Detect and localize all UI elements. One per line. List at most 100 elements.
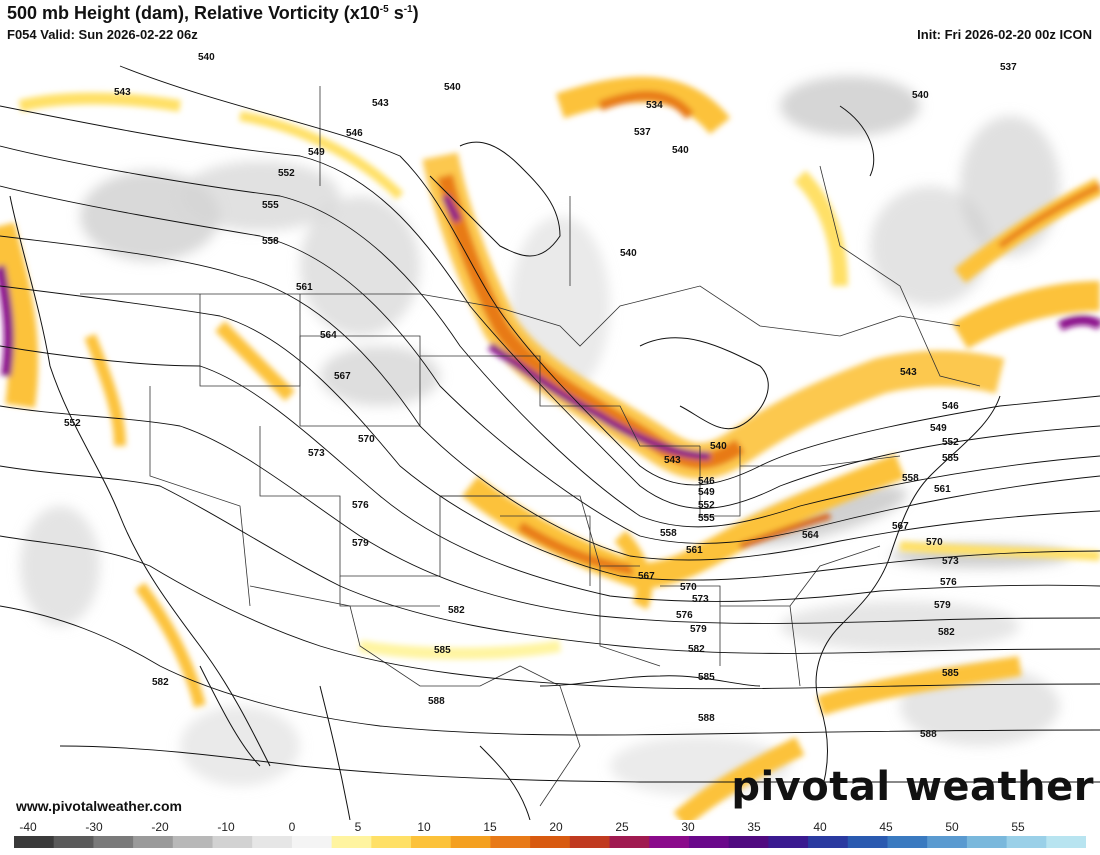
contour-label: 543	[900, 367, 917, 378]
contour-label: 558	[262, 236, 279, 247]
colorbar-tick-label: -10	[217, 820, 235, 834]
contour-label: 585	[942, 668, 959, 679]
colorbar-swatch	[14, 836, 55, 848]
colorbar-swatch	[133, 836, 174, 848]
contour-label: 540	[620, 248, 637, 259]
colorbar-tick-label: -30	[85, 820, 103, 834]
colorbar-swatch	[331, 836, 372, 848]
colorbar-swatch	[649, 836, 690, 848]
colorbar-swatch	[569, 836, 611, 848]
init-time: Init: Fri 2026-02-20 00z ICON	[917, 27, 1092, 42]
contour-label: 549	[308, 147, 325, 158]
coastlines	[9, 105, 1001, 820]
contour-label: 552	[278, 168, 295, 179]
colorbar-swatch	[411, 836, 452, 848]
contour-label: 579	[352, 538, 369, 549]
contour-label: 552	[698, 500, 715, 511]
colorbar-swatch	[728, 836, 769, 848]
colorbar-swatch	[291, 836, 333, 848]
map-canvas: 540 543 543 540 546 549 552 555 558 561 …	[0, 52, 1100, 820]
colorbar-swatch	[887, 836, 928, 848]
contour-label: 540	[444, 82, 461, 93]
contour-label: 585	[434, 645, 451, 656]
contour-label: 534	[646, 100, 663, 111]
positive-vorticity-shading	[0, 76, 1100, 820]
colorbar-tick-label: 10	[417, 820, 431, 834]
contour-label: 558	[660, 528, 677, 539]
contour-label: 588	[698, 713, 715, 724]
map-title: 500 mb Height (dam), Relative Vorticity …	[7, 3, 419, 23]
colorbar-swatch	[212, 836, 253, 848]
contour-label: 552	[942, 437, 959, 448]
contour-label: 582	[688, 644, 705, 655]
contour-label: 537	[634, 127, 651, 138]
weather-map[interactable]: 540 543 543 540 546 549 552 555 558 561 …	[0, 46, 1100, 820]
contour-label: 567	[334, 371, 351, 382]
contour-label: 561	[296, 282, 313, 293]
contour-label: 573	[308, 448, 325, 459]
contour-label: 540	[198, 52, 215, 63]
colorbar-swatch	[53, 836, 94, 848]
contour-label: 579	[934, 600, 951, 611]
contour-labels: 540 543 543 540 546 549 552 555 558 561 …	[64, 52, 1017, 740]
colorbar-swatch	[927, 836, 968, 848]
map-header: 500 mb Height (dam), Relative Vorticity …	[0, 0, 1100, 46]
contour-label: 549	[930, 423, 947, 434]
contour-label: 570	[926, 537, 943, 548]
contour-label: 555	[698, 513, 715, 524]
contour-label: 576	[352, 500, 369, 511]
contour-label: 564	[320, 330, 337, 341]
colorbar-swatch	[808, 836, 849, 848]
vorticity-colorbar: -40 -30 -20 -10 0 5 10 15 20 25 30 35 40 45 50 55	[14, 820, 1087, 850]
colorbar-tick-label: 5	[355, 820, 362, 834]
contour-label: 570	[680, 582, 697, 593]
contour-label: 540	[672, 145, 689, 156]
contour-label: 546	[942, 401, 959, 412]
valid-time: F054 Valid: Sun 2026-02-22 06z	[7, 27, 198, 42]
colorbar-tick-label: 55	[1011, 820, 1025, 834]
contour-label: 579	[690, 624, 707, 635]
colorbar-tick-labels: -40 -30 -20 -10 0 5 10 15 20 25 30 35 40 45 50 55	[19, 820, 1025, 834]
colorbar-swatch	[371, 836, 412, 848]
contour-label: 573	[942, 556, 959, 567]
contour-label: 546	[346, 128, 363, 139]
contour-label: 570	[358, 434, 375, 445]
colorbar-tick-label: 30	[681, 820, 695, 834]
colorbar-swatch	[847, 836, 888, 848]
colorbar-tick-label: -40	[19, 820, 37, 834]
colorbar-tick-label: 25	[615, 820, 629, 834]
colorbar-tick-label: 40	[813, 820, 827, 834]
colorbar-tick-label: 45	[879, 820, 893, 834]
contour-label: 555	[942, 453, 959, 464]
colorbar-swatch	[609, 836, 650, 848]
colorbar-swatch	[450, 836, 491, 848]
contour-label: 582	[938, 627, 955, 638]
colorbar-swatch	[688, 836, 730, 848]
contour-label: 576	[940, 577, 957, 588]
contour-label: 540	[710, 441, 727, 452]
colorbar-swatch	[93, 836, 134, 848]
contour-label: 558	[902, 473, 919, 484]
contour-label: 564	[802, 530, 819, 541]
contour-label: 576	[676, 610, 693, 621]
contour-label: 573	[692, 594, 709, 605]
contour-label: 582	[152, 677, 169, 688]
contour-label: 549	[698, 487, 715, 498]
colorbar-tick-label: 35	[747, 820, 761, 834]
contour-label: 540	[912, 90, 929, 101]
colorbar-swatch	[768, 836, 809, 848]
contour-label: 543	[114, 87, 131, 98]
colorbar-swatches	[14, 836, 1087, 848]
contour-label: 567	[638, 571, 655, 582]
contour-label: 585	[698, 672, 715, 683]
website-credit: www.pivotalweather.com	[16, 798, 182, 814]
height-contours	[0, 65, 1100, 783]
brand-logo: pivotal weather	[731, 764, 1094, 810]
colorbar-swatch	[172, 836, 214, 848]
contour-label: 588	[428, 696, 445, 707]
colorbar-tick-label: 20	[549, 820, 563, 834]
contour-label: 552	[64, 418, 81, 429]
contour-label: 543	[664, 455, 681, 466]
contour-label: 561	[934, 484, 951, 495]
colorbar-swatch	[490, 836, 531, 848]
